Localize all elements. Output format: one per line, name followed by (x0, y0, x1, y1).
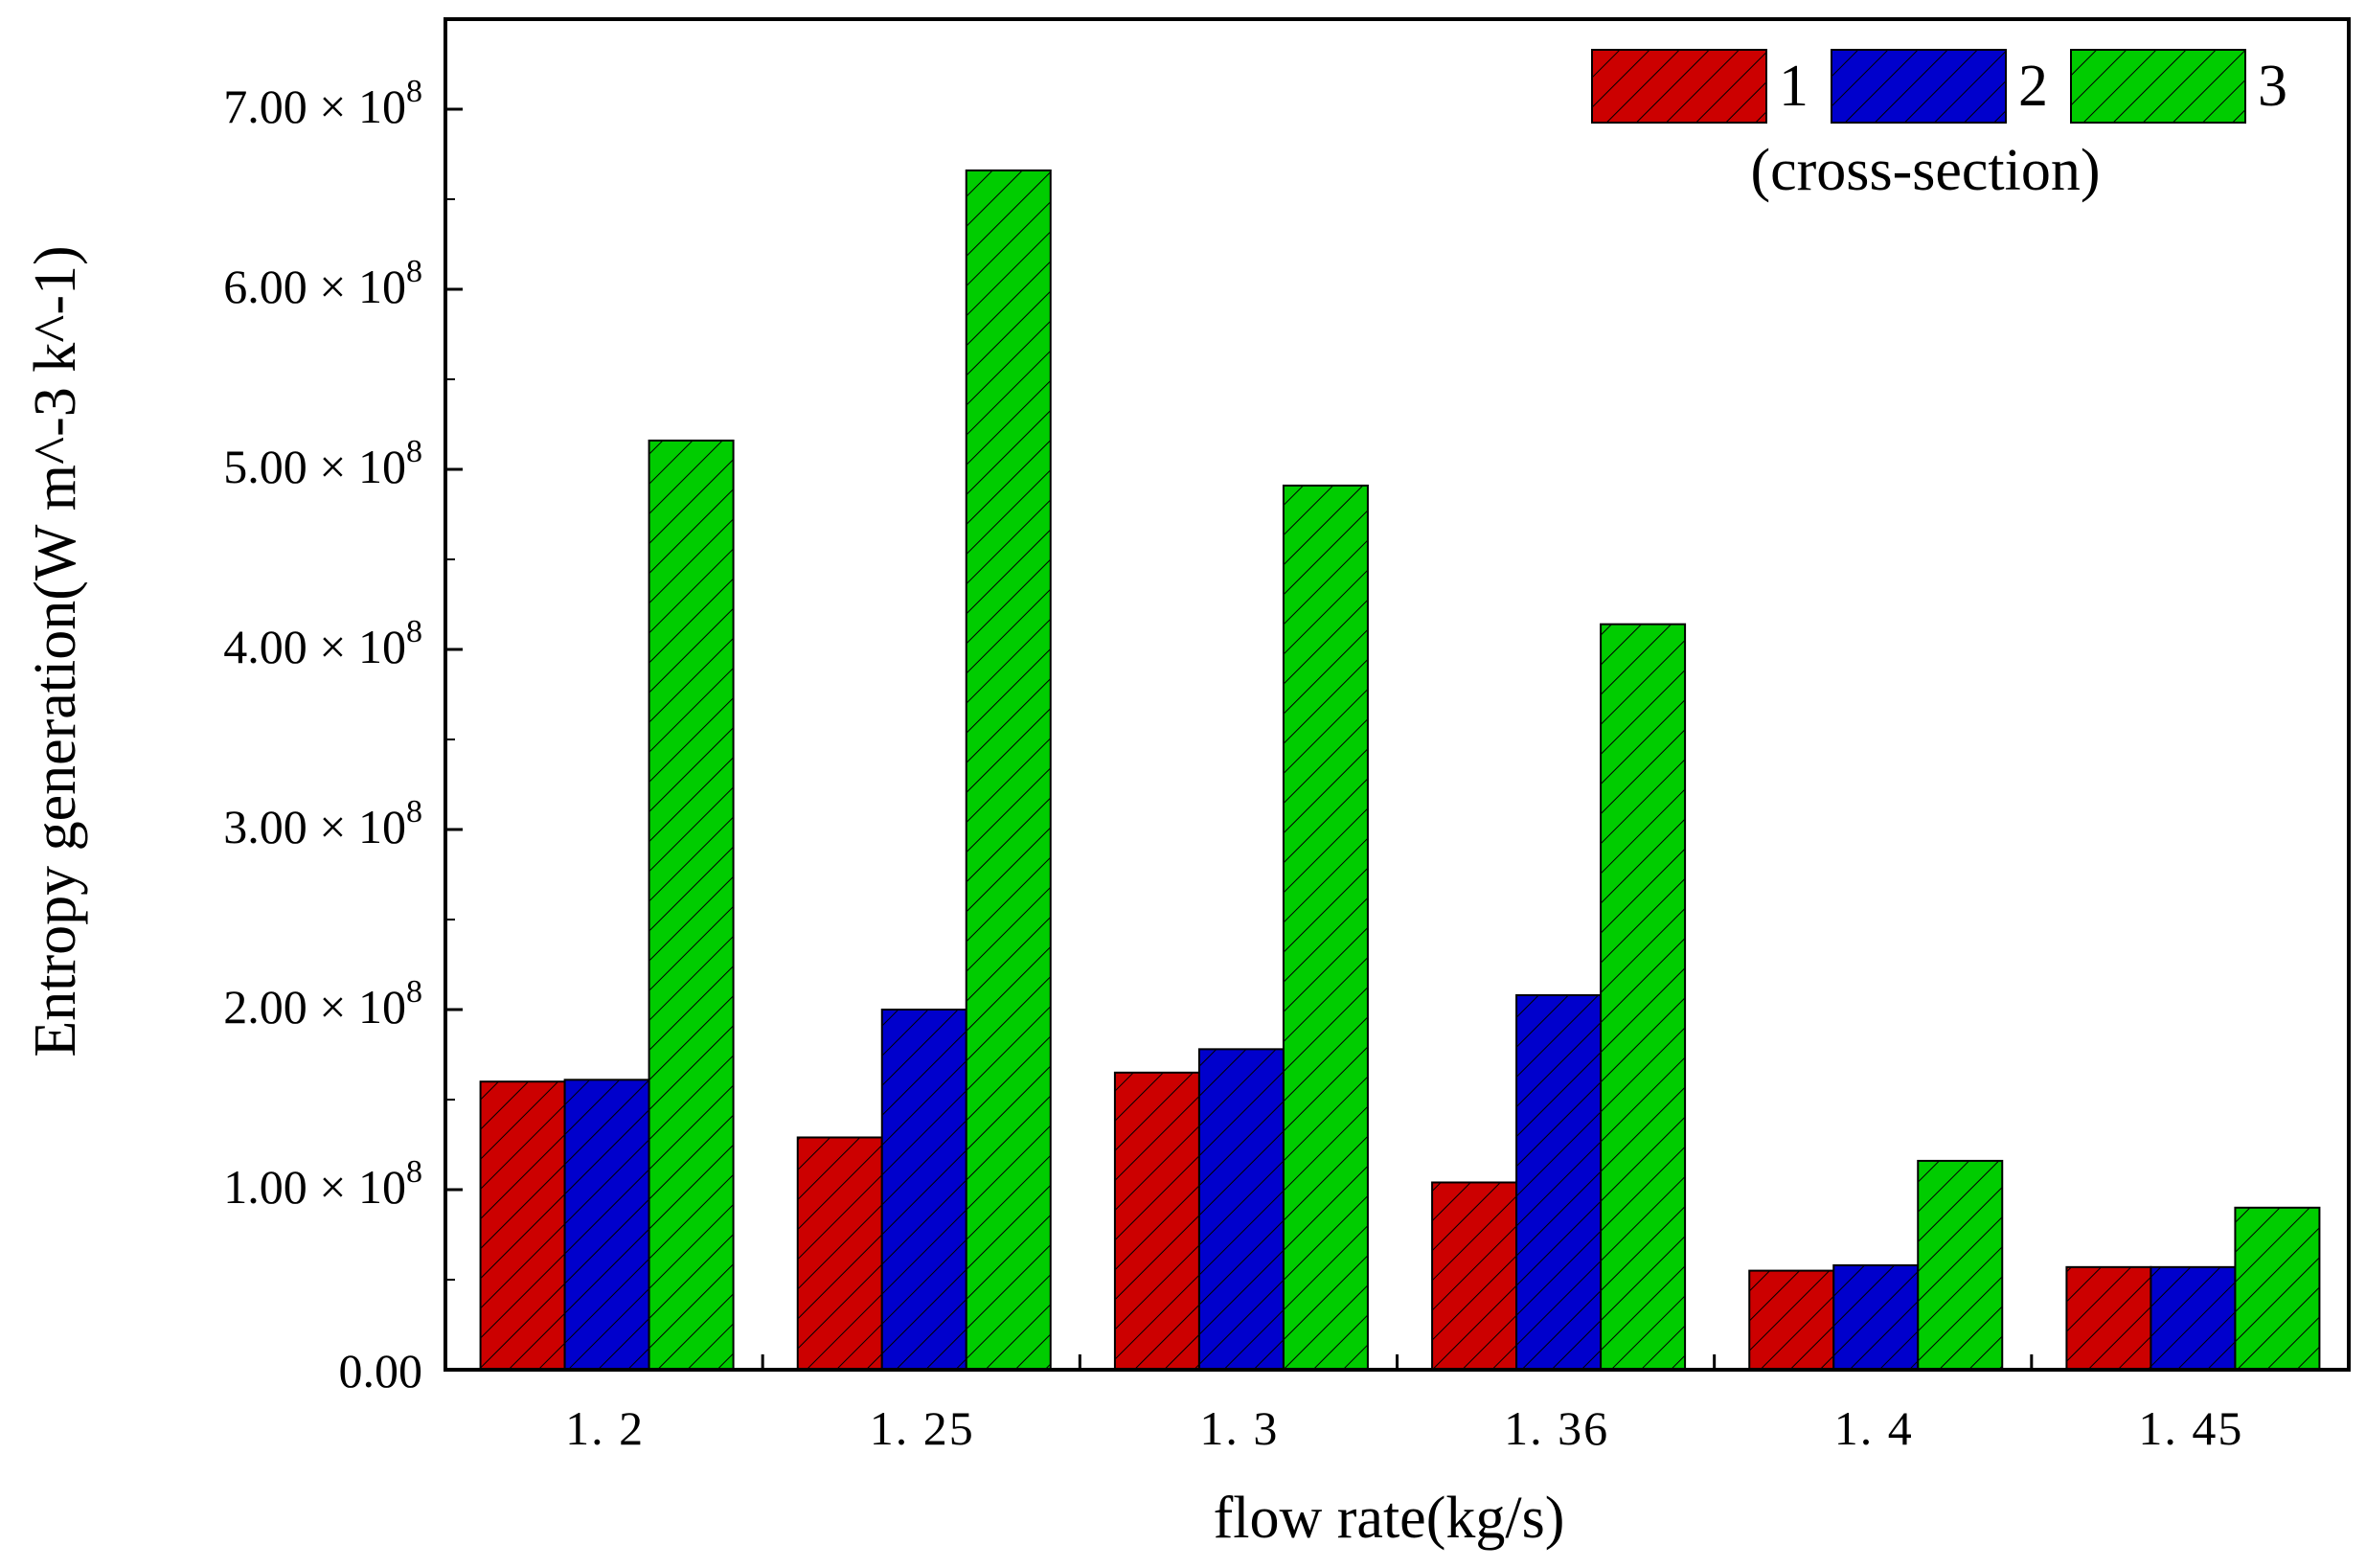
bar-1-4 (1748, 1269, 1835, 1371)
bars-layer (479, 169, 2321, 1372)
x-tick-label: 1. 25 (870, 1401, 975, 1455)
legend-subtitle: (cross-section) (1751, 138, 2101, 203)
bar-1-1 (796, 1136, 883, 1371)
y-tick-layer: 0.00 1.00 × 108 2.00 × 108 3.00 × 108 4.00 ×… (223, 74, 422, 1398)
bar-2-4 (1832, 1263, 1920, 1371)
bar-3-0 (648, 439, 735, 1372)
bar-1-2 (1113, 1071, 1200, 1372)
y-tick-label: 6.00 × 108 (223, 254, 422, 313)
legend-label-3: 3 (2258, 54, 2287, 119)
axes-layer (444, 17, 2351, 1372)
legend: 1 2 3 (cross-section) (1591, 49, 2287, 203)
bar-1-3 (1431, 1181, 1518, 1371)
x-tick-label: 1. 2 (565, 1401, 645, 1455)
bar-2-5 (2150, 1265, 2237, 1371)
y-tick-label: 7.00 × 108 (223, 74, 422, 133)
x-tick-label: 1. 3 (1199, 1401, 1279, 1455)
x-tick-label: 1. 45 (2138, 1401, 2243, 1455)
legend-label-2: 2 (2018, 54, 2048, 119)
y-tick-label: 2.00 × 108 (223, 974, 422, 1034)
legend-swatch-2 (1831, 49, 2007, 124)
bar-2-1 (880, 1009, 967, 1371)
bar-1-0 (479, 1080, 566, 1371)
x-tick-label: 1. 4 (1834, 1401, 1914, 1455)
y-tick-label: 3.00 × 108 (223, 794, 422, 853)
legend-swatch-1 (1591, 49, 1767, 124)
x-tick-label: 1. 36 (1504, 1401, 1609, 1455)
bar-3-1 (965, 169, 1052, 1371)
legend-label-1: 1 (1779, 54, 1809, 119)
bar-3-2 (1282, 484, 1369, 1372)
y-axis-title: Entropy generation(W m^-3 k^-1) (23, 245, 88, 1057)
x-axis-title: flow rate(kg/s) (1214, 1486, 1565, 1551)
bar-2-2 (1197, 1048, 1285, 1371)
y-tick-label: 0.00 (339, 1344, 423, 1398)
bar-3-3 (1600, 623, 1687, 1371)
y-tick-label: 1.00 × 108 (223, 1154, 422, 1214)
bar-3-4 (1917, 1159, 2004, 1372)
x-tick-layer: 1. 2 1. 25 1. 3 1. 36 1. 4 1. 45 (565, 1401, 2243, 1455)
y-tick-label: 5.00 × 108 (223, 434, 422, 493)
bar-1-5 (2065, 1265, 2152, 1371)
y-tick-label: 4.00 × 108 (223, 614, 422, 673)
bar-2-0 (563, 1079, 650, 1371)
bar-2-3 (1515, 993, 1603, 1371)
bar-3-5 (2234, 1206, 2321, 1372)
legend-swatch-3 (2070, 49, 2246, 124)
